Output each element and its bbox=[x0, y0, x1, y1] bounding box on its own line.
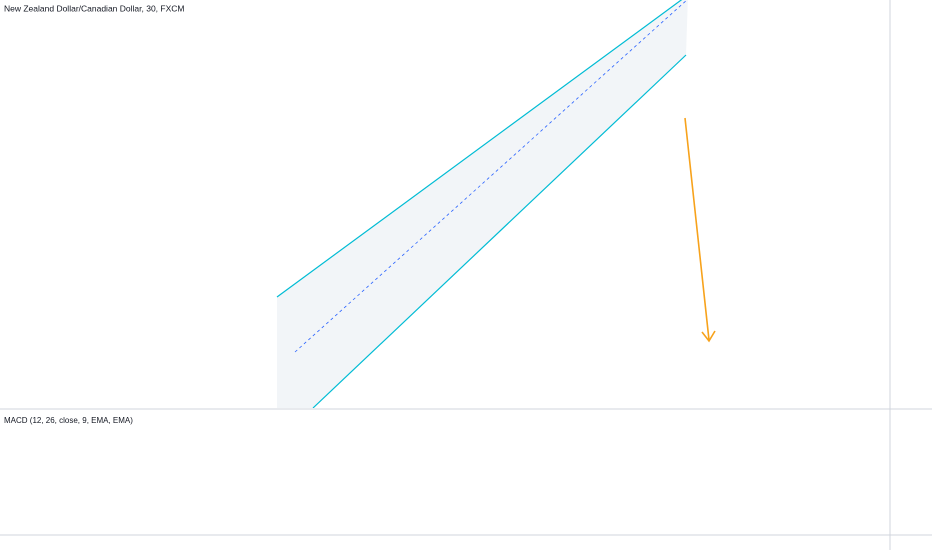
drawings bbox=[276, 0, 688, 408]
overlay bbox=[684, 117, 716, 343]
arrow-head bbox=[701, 330, 716, 343]
chart-title: New Zealand Dollar/Canadian Dollar, 30, … bbox=[4, 3, 184, 13]
arrow-shaft bbox=[684, 117, 710, 341]
macd-title: MACD (12, 26, close, 9, EMA, EMA) bbox=[4, 416, 133, 425]
channel-lower bbox=[312, 54, 687, 408]
channel-upper bbox=[276, 0, 683, 298]
channel-fill bbox=[277, 0, 688, 408]
channel-mid bbox=[294, 0, 688, 353]
